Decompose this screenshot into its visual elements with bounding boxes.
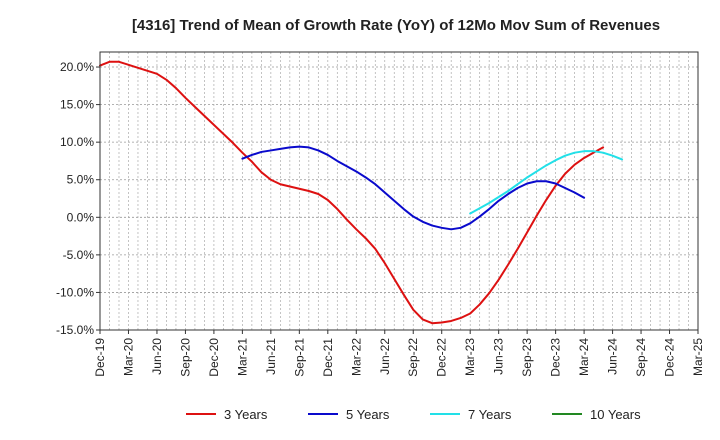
series-line-3-years [99,60,605,325]
x-tick-label: Mar-22 [349,338,363,376]
x-tick-label: Sep-21 [292,338,306,377]
chart-title: [4316] Trend of Mean of Growth Rate (YoY… [132,17,660,34]
x-tick-label: Dec-23 [549,338,563,377]
x-tick-label: Sep-23 [520,338,534,377]
x-tick-label: Jun-24 [606,338,620,375]
x-tick-label: Jun-23 [492,338,506,375]
y-tick-label: -5.0% [63,248,95,262]
y-tick-label: -10.0% [56,285,94,299]
x-tick-label: Jun-21 [264,338,278,375]
y-tick-label: 0.0% [67,210,95,224]
y-tick-label: 5.0% [67,173,95,187]
y-tick-label: 15.0% [60,98,94,112]
legend-label-3-years: 3 Years [224,407,268,422]
x-tick-label: Jun-22 [378,338,392,375]
x-tick-label: Mar-24 [577,338,591,376]
x-tick-label: Mar-25 [691,338,705,376]
x-tick-label: Mar-23 [463,338,477,376]
y-tick-label: 10.0% [60,135,94,149]
x-tick-label: Dec-19 [93,338,107,377]
legend-label-10-years: 10 Years [590,407,641,422]
y-axis-ticks: 20.0% 15.0% 10.0% 5.0% 0.0% -5.0% -10.0% -15.0% [56,60,100,337]
x-tick-label: Sep-22 [406,338,420,377]
series-lines [99,60,624,325]
legend: 3 Years 5 Years 7 Years 10 Years [186,407,641,422]
series-line-7-years [469,150,624,215]
x-tick-label: Dec-20 [207,338,221,377]
x-tick-label: Mar-21 [235,338,249,376]
x-tick-label: Dec-22 [435,338,449,377]
y-tick-label: -15.0% [56,323,94,337]
series-line-5-years [241,145,586,231]
plot-frame [99,51,699,331]
x-tick-label: Jun-20 [150,338,164,375]
x-tick-label: Sep-24 [634,338,648,377]
x-tick-label: Sep-20 [178,338,192,377]
x-tick-label: Dec-24 [663,338,677,377]
x-axis-ticks: Dec-19 Mar-20 Jun-20 Sep-20 Dec-20 Mar-21 Jun-… [93,330,705,377]
legend-label-7-years: 7 Years [468,407,512,422]
legend-label-5-years: 5 Years [346,407,390,422]
x-tick-label: Dec-21 [321,338,335,377]
y-tick-label: 20.0% [60,60,94,74]
x-tick-label: Mar-20 [121,338,135,376]
